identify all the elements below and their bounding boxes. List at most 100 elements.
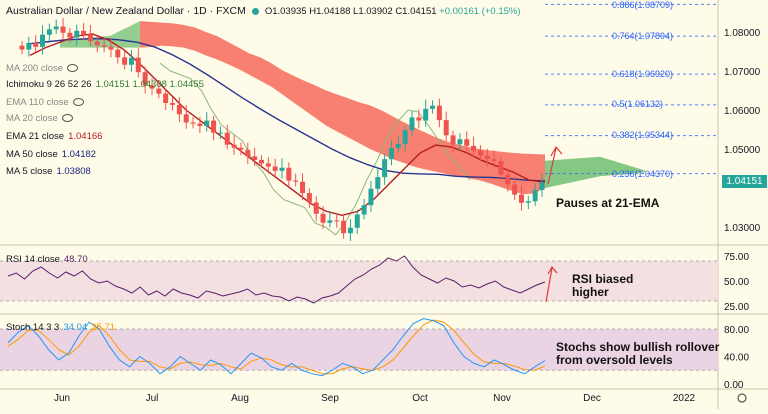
candle-body	[163, 93, 169, 103]
candle-body	[430, 105, 436, 109]
candle-body	[436, 105, 442, 121]
candle-body	[190, 122, 196, 124]
candle-body	[450, 135, 456, 145]
rsi-tick-label: 50.00	[724, 277, 749, 288]
high-value: H1.04188	[309, 6, 351, 17]
candle-body	[60, 26, 66, 33]
candle-body	[108, 46, 114, 50]
time-tick-label: Oct	[412, 393, 428, 404]
stoch-k-line	[7, 318, 546, 377]
candle-body	[457, 139, 463, 145]
price-tick-label: 1.06000	[724, 106, 761, 117]
candle-body	[19, 45, 25, 50]
time-tick-label: Nov	[493, 393, 511, 404]
candle-body	[279, 167, 285, 171]
candle-body	[26, 42, 32, 50]
rsi-tick-label: 75.00	[724, 252, 749, 263]
legend-ema21[interactable]: EMA 21 close 1.04166	[6, 131, 102, 142]
candle-body	[94, 41, 100, 46]
candle-body	[498, 161, 504, 175]
candle-body	[252, 156, 258, 160]
rsi-legend[interactable]: RSI 14 close 48.70	[6, 254, 88, 265]
candle-body	[368, 188, 374, 206]
arrow-up-icon	[547, 145, 563, 185]
legend-ma20[interactable]: MA 20 close	[6, 113, 73, 124]
time-tick-label: Sep	[321, 393, 339, 404]
candle-body	[231, 144, 237, 148]
candle-body	[74, 30, 80, 38]
candle-body	[525, 201, 531, 203]
candle-body	[135, 57, 141, 73]
candle-body	[265, 163, 271, 167]
legend-ma200[interactable]: MA 200 close	[6, 63, 79, 74]
stoch-legend[interactable]: Stoch 14 3 3 34.04 25.71	[6, 322, 115, 333]
stoch-k-value: 34.04	[63, 322, 88, 333]
stoch-d-line	[7, 319, 546, 375]
eye-icon[interactable]	[67, 64, 79, 73]
close-value: C1.04151	[395, 6, 437, 17]
gear-icon[interactable]	[737, 393, 747, 403]
symbol-header: Australian Dollar / New Zealand Dollar ·…	[6, 5, 521, 17]
legend-ma50[interactable]: MA 50 close 1.04182	[6, 149, 96, 160]
candle-body	[505, 174, 511, 185]
legend-value: 1.04182	[61, 149, 97, 160]
note-ema: Pauses at 21-EMA	[556, 196, 660, 210]
arrow-up-icon	[545, 265, 558, 303]
candle-body	[115, 49, 121, 58]
time-tick-label: Jul	[146, 393, 159, 404]
eye-icon[interactable]	[61, 114, 73, 123]
candle-body	[354, 214, 360, 228]
time-tick-label: Dec	[583, 393, 601, 404]
candle-body	[443, 120, 449, 136]
candle-body	[183, 114, 189, 123]
candle-body	[33, 42, 39, 47]
legend-label: MA 5 close	[6, 166, 53, 177]
stoch-d-value: 25.71	[91, 322, 115, 333]
candle-body	[416, 117, 422, 121]
candle-body	[306, 193, 312, 203]
candle-body	[484, 155, 490, 160]
candle-body	[388, 147, 394, 160]
candle-body	[423, 108, 429, 121]
candle-body	[361, 205, 367, 215]
candle-body	[128, 57, 134, 65]
low-value: L1.03902	[353, 6, 393, 17]
note-stoch: Stochs show bullish rollover from overso…	[556, 340, 720, 367]
candle-body	[142, 72, 148, 86]
note-rsi: RSI biased higher	[572, 272, 634, 299]
legend-ma5[interactable]: MA 5 close 1.03808	[6, 166, 91, 177]
candle-body	[471, 145, 477, 151]
candle-body	[477, 150, 483, 156]
legend-ema110[interactable]: EMA 110 close	[6, 97, 84, 108]
time-tick-label: Aug	[231, 393, 249, 404]
candle-body	[245, 149, 251, 157]
legend-ichimoku[interactable]: Ichimoku 9 26 52 26 1.04151 1.04308 1.044…	[6, 79, 204, 90]
legend-label: MA 20 close	[6, 113, 58, 124]
candle-body	[532, 189, 538, 202]
ma50-line	[29, 37, 546, 182]
change-value: +0.00161 (+0.15%)	[439, 6, 521, 17]
eye-icon[interactable]	[72, 98, 84, 107]
candle-body	[341, 220, 347, 234]
rsi-line	[7, 255, 546, 304]
candle-body	[327, 220, 333, 223]
stoch-label: Stoch 14 3 3	[6, 322, 60, 333]
candle-body	[217, 132, 223, 134]
candle-body	[204, 120, 210, 126]
candle-body	[395, 143, 401, 148]
legend-value: 1.03808	[56, 166, 91, 177]
fib-label-0886: 0.886(1.08709)	[612, 0, 674, 10]
candle-body	[81, 30, 87, 35]
candle-body	[518, 194, 524, 203]
candle-body	[197, 123, 203, 126]
candle-body	[464, 139, 470, 146]
candle-body	[40, 34, 46, 47]
fib-label-0236: 0.236(1.04370)	[612, 169, 674, 179]
candle-body	[272, 166, 278, 171]
ichimoku-cloud-bearish	[140, 21, 545, 195]
stoch-tick-label: 80.00	[724, 325, 749, 336]
candle-body	[382, 159, 388, 178]
candle-body	[170, 102, 176, 105]
